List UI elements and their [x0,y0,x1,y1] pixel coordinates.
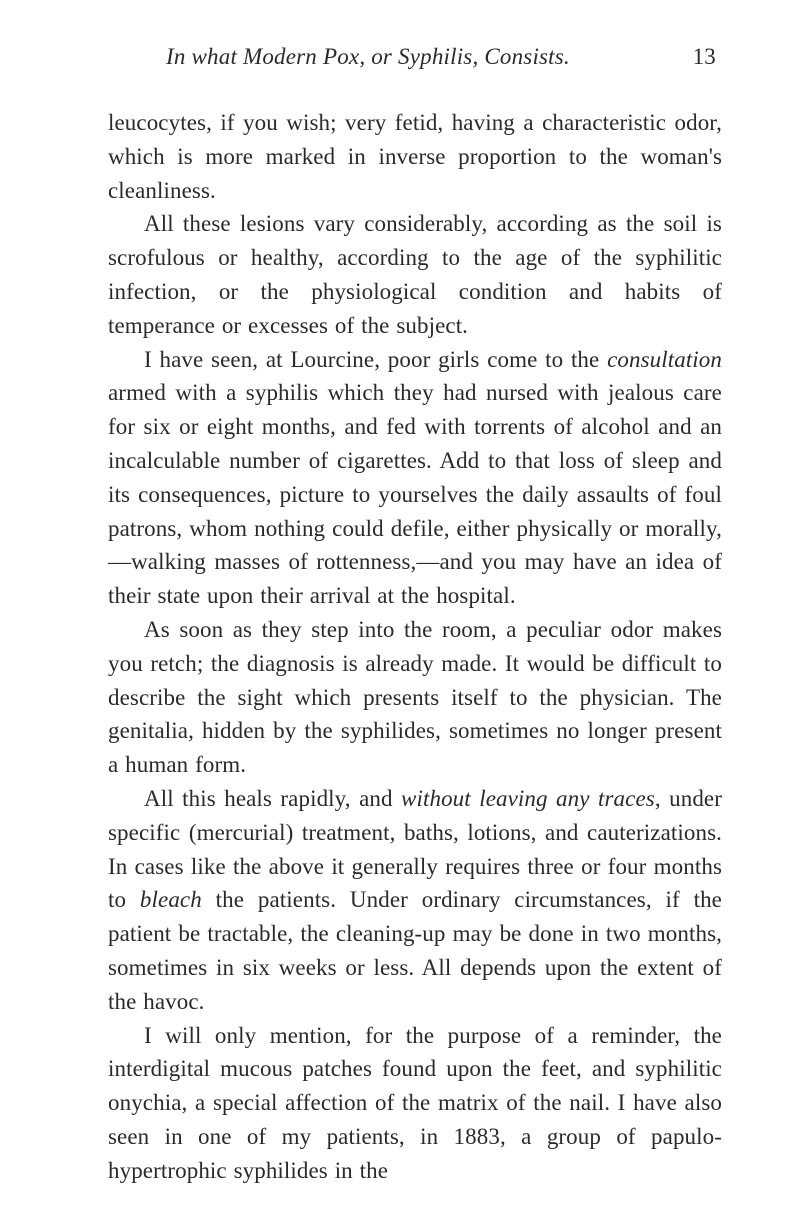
paragraph: All this heals rapidly, and without leav… [108,782,722,1019]
paragraph: As soon as they step into the room, a pe… [108,613,722,782]
paragraph: leucocytes, if you wish; very fetid, hav… [108,106,722,207]
page-number: 13 [693,44,716,70]
paragraph: I have seen, at Lourcine, poor girls com… [108,343,722,613]
paragraph: All these lesions vary considerably, acc… [108,207,722,342]
paragraph: I will only mention, for the purpose of … [108,1019,722,1188]
page: In what Modern Pox, or Syphilis, Consist… [0,0,800,1214]
body-text: leucocytes, if you wish; very fetid, hav… [108,106,722,1188]
running-header: In what Modern Pox, or Syphilis, Consist… [108,44,722,70]
header-title: In what Modern Pox, or Syphilis, Consist… [166,44,570,70]
